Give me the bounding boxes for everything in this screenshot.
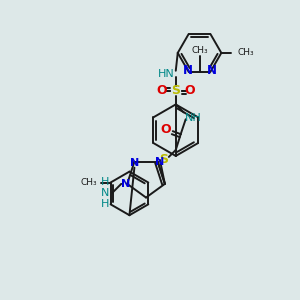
Text: N: N <box>183 64 193 77</box>
Text: S: S <box>159 153 168 167</box>
Text: N: N <box>206 64 216 77</box>
Text: CH₃: CH₃ <box>80 178 97 187</box>
Text: O: O <box>184 84 195 97</box>
Text: H: H <box>101 177 110 187</box>
Text: N: N <box>101 188 110 198</box>
Text: N: N <box>155 157 164 167</box>
Text: N: N <box>130 158 139 168</box>
Text: N: N <box>121 179 130 189</box>
Text: O: O <box>157 84 167 97</box>
Text: HN: HN <box>158 69 174 79</box>
Text: H: H <box>101 199 110 209</box>
Text: CH₃: CH₃ <box>191 46 208 56</box>
Text: O: O <box>160 123 171 136</box>
Text: NH: NH <box>185 113 202 123</box>
Text: S: S <box>171 84 180 97</box>
Text: CH₃: CH₃ <box>237 48 254 57</box>
